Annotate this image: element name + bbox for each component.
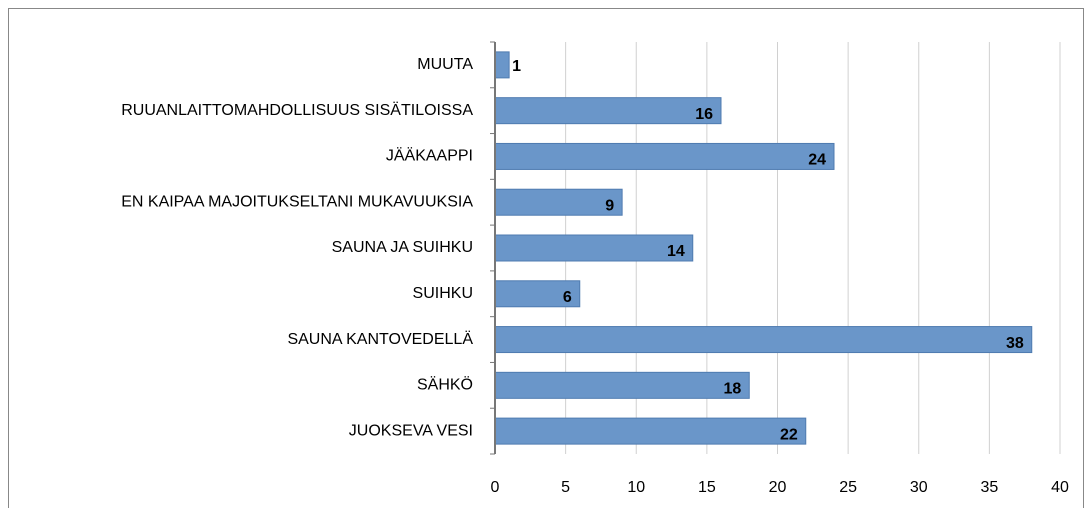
data-label: 16 [695,106,713,123]
y-tick-label: RUUANLAITTOMAHDOLLISUUS SISÄTILOISSA [121,101,473,119]
x-tick-label: 20 [769,479,787,496]
x-tick-label: 5 [561,479,570,496]
bar [494,326,1033,354]
x-tick-label: 0 [491,479,500,496]
y-tick-label: MUUTA [417,56,473,73]
bar [494,97,722,125]
chart-border [8,8,1084,508]
x-tick-label: 10 [627,479,645,496]
x-tick-label: 15 [698,479,716,496]
y-tick-label: JÄÄKAAPPI [386,147,473,165]
data-label: 18 [723,381,741,398]
bar [494,188,623,216]
data-label: 1 [512,58,521,75]
bar [494,371,750,399]
bar [494,51,510,79]
data-label: 9 [605,197,614,214]
y-tick-label: JUOKSEVA VESI [349,422,473,439]
x-tick-label: 40 [1051,479,1069,496]
y-tick-label: SAUNA KANTOVEDELLÄ [287,330,473,348]
data-label: 6 [563,289,572,306]
y-tick-label: SAUNA JA SUIHKU [332,239,473,256]
y-tick-label: SUIHKU [413,285,473,302]
bar [494,142,835,170]
x-tick-label: 30 [910,479,928,496]
y-tick-label: SÄHKÖ [417,376,473,394]
data-label: 22 [780,426,798,443]
data-label: 24 [808,152,826,169]
data-label: 38 [1006,335,1024,352]
bar [494,417,807,445]
x-tick-label: 25 [839,479,857,496]
bar [494,234,694,262]
bar [494,280,581,308]
y-tick-label: EN KAIPAA MAJOITUKSELTANI MUKAVUUKSIA [121,193,473,210]
x-tick-label: 35 [980,479,998,496]
data-label: 14 [667,243,685,260]
